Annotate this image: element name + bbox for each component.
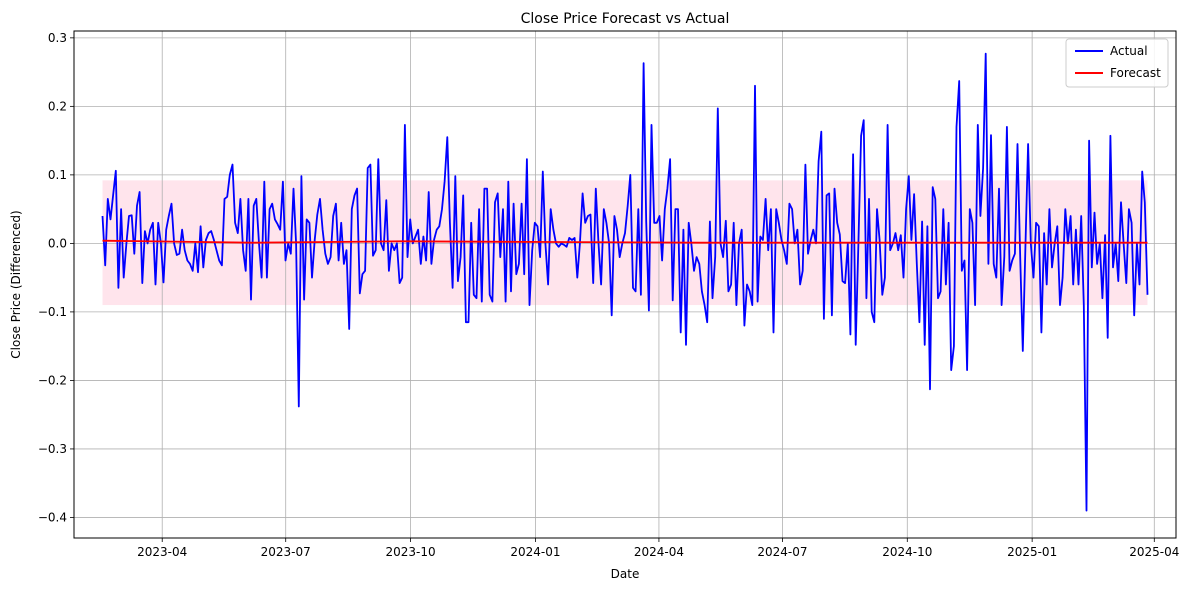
x-tick-label: 2024-04 [634, 545, 684, 559]
y-tick-label: 0.2 [48, 99, 67, 113]
x-tick-label: 2024-10 [882, 545, 932, 559]
x-tick-label: 2024-01 [510, 545, 560, 559]
x-tick-label: 2023-07 [261, 545, 311, 559]
grid-lines [74, 31, 1176, 538]
y-axis-ticks: −0.4 −0.3 −0.2 −0.1 0.0 0.1 0.2 0.3 [38, 31, 74, 524]
y-tick-label: 0.0 [48, 236, 67, 250]
y-tick-label: −0.4 [38, 510, 67, 524]
series-line-actual [101, 52, 1149, 512]
series-lines [101, 52, 1149, 512]
plot-area [73, 30, 1177, 539]
y-tick-label: −0.1 [38, 305, 67, 319]
x-tick-label: 2025-04 [1129, 545, 1179, 559]
y-tick-label: −0.3 [38, 442, 67, 456]
x-tick-label: 2023-10 [386, 545, 436, 559]
legend: Actual Forecast [1065, 38, 1169, 88]
y-tick-label: 0.3 [48, 31, 67, 45]
chart-title: Close Price Forecast vs Actual [521, 11, 730, 27]
x-axis-label: Date [611, 567, 640, 581]
y-tick-label: −0.2 [38, 373, 67, 387]
legend-label-actual: Actual [1110, 44, 1148, 58]
axes-frame [73, 30, 1177, 539]
series-line-forecast [102, 239, 1148, 244]
x-axis-ticks: 2023-04 2023-07 2023-10 2024-01 2024-04 2024-… [137, 538, 1179, 559]
x-tick-label: 2024-07 [757, 545, 807, 559]
x-tick-label: 2023-04 [137, 545, 187, 559]
y-tick-label: 0.1 [48, 168, 67, 182]
y-axis-label: Close Price (Differenced) [9, 210, 23, 358]
x-tick-label: 2025-01 [1007, 545, 1057, 559]
legend-label-forecast: Forecast [1110, 66, 1161, 80]
